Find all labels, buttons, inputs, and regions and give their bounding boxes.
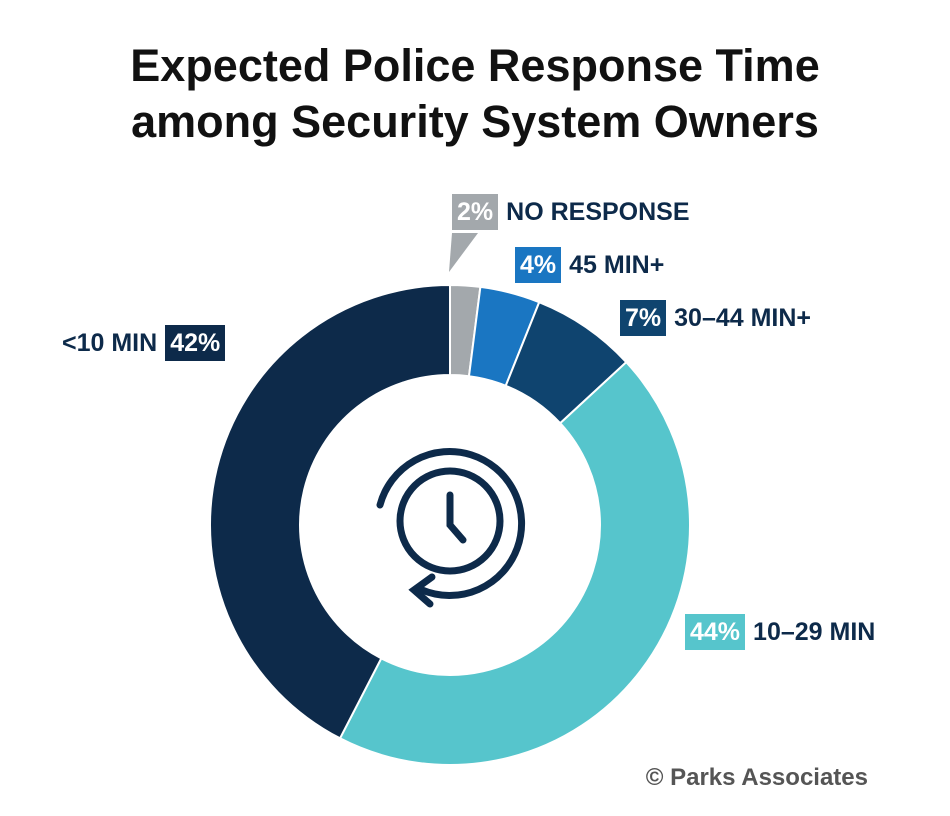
slice-label: 2% NO RESPONSE bbox=[452, 194, 698, 230]
slice-label: <10 MIN 42% bbox=[62, 325, 226, 361]
value-label: 42% bbox=[165, 325, 226, 361]
category-label: 30–44 MIN+ bbox=[674, 303, 812, 332]
slice-label: 7% 30–44 MIN+ bbox=[620, 300, 819, 336]
value-label: 7% bbox=[620, 300, 667, 336]
donut-slice bbox=[338, 360, 691, 766]
donut-slice bbox=[209, 283, 451, 740]
category-label: <10 MIN bbox=[62, 328, 158, 357]
slice-label: 44% 10–29 MIN bbox=[685, 614, 883, 650]
value-label: 2% bbox=[452, 194, 499, 230]
value-label: 4% bbox=[515, 247, 562, 283]
donut bbox=[209, 283, 691, 766]
callout-pointer bbox=[449, 233, 478, 272]
value-label: 44% bbox=[685, 614, 746, 650]
clock-icon bbox=[376, 448, 526, 608]
slice-label: 4% 45 MIN+ bbox=[515, 247, 672, 283]
category-label: NO RESPONSE bbox=[506, 197, 690, 226]
source: © Parks Associates bbox=[645, 764, 868, 791]
chart-title: Expected Police Response Time among Secu… bbox=[130, 40, 820, 147]
category-label: 10–29 MIN bbox=[753, 617, 876, 646]
category-label: 45 MIN+ bbox=[569, 250, 665, 279]
